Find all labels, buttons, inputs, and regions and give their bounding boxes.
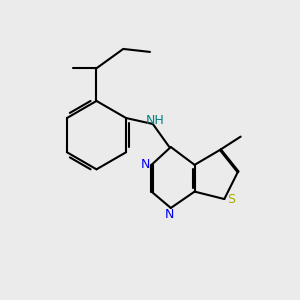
Text: S: S [227,193,235,206]
Text: NH: NH [146,114,165,127]
Text: N: N [140,158,150,171]
Text: N: N [165,208,174,221]
